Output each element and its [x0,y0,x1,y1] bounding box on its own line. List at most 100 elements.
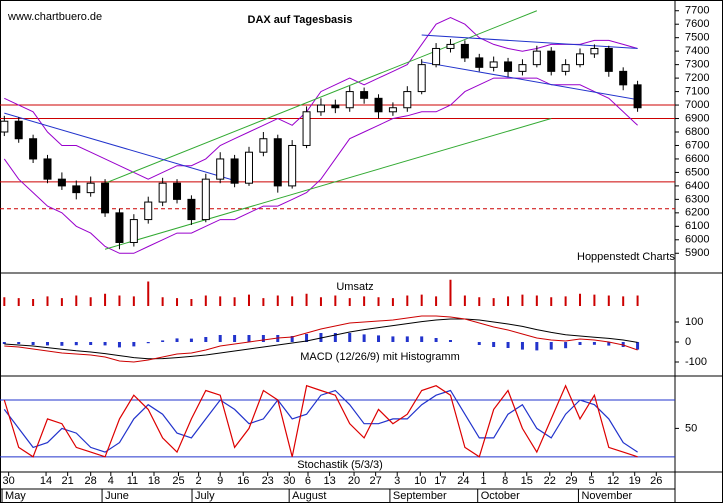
histogram-bar [218,335,222,342]
y-tick-label: 6300 [685,193,709,205]
histogram-bar [420,336,424,342]
candle-body [115,212,124,243]
volume-bar [377,297,380,306]
volume-bar [391,298,394,306]
candle-body [633,84,642,109]
x-tick-label: 27 [370,475,382,487]
histogram-bar [434,338,438,342]
volume-bar [118,295,121,306]
x-tick-label: 16 [237,475,249,487]
volume-bar [75,295,78,306]
candle-body [374,97,383,113]
y-tick-label: 6900 [685,112,709,124]
k-line [3,384,638,458]
histogram-bar [607,342,611,346]
candle-body [187,198,196,221]
volume-bar [276,295,279,306]
x-tick-label: 4 [108,475,114,487]
x-tick-label: 25 [172,475,184,487]
volume-bar [46,296,49,306]
candle-body [590,47,599,55]
x-tick-label: 15 [521,475,533,487]
y-tick-label: -100 [685,356,707,368]
x-tick-label: 3 [394,475,400,487]
histogram-bar [2,342,6,344]
candle-body [446,43,455,49]
y-tick-label: 7300 [685,59,709,71]
x-tick-label: 26 [650,475,662,487]
y-tick-label: 7200 [685,72,709,84]
x-tick-label: 11 [127,475,138,487]
candle-body [504,61,513,72]
histogram-bar [592,342,596,345]
x-tick-label: 22 [544,475,556,487]
y-tick-label: 7600 [685,18,709,30]
histogram-bar [391,336,395,342]
y-tick-label: 6800 [685,126,709,138]
candle-body [532,50,541,66]
month-label: November [581,490,632,502]
y-tick-label: 7400 [685,45,709,57]
histogram-bar [247,335,251,342]
volume-bar [420,294,423,306]
volume-bar [435,296,438,306]
x-tick-label: 21 [62,475,74,487]
volume-bar [535,295,538,306]
volume-bar [319,297,322,306]
candle-body [302,111,311,146]
candle-body [288,144,297,187]
y-tick-label: 6000 [685,234,709,246]
histogram-bar [362,334,366,342]
month-label: May [5,490,26,502]
credit-label: Hoppenstedt Charts [577,251,675,263]
trend-line [421,34,638,49]
histogram-bar [103,342,107,346]
candle-body [72,185,81,194]
trend-line [421,61,638,101]
volume-bar [521,294,524,306]
x-tick-label: 30 [3,475,15,487]
x-tick-label: 24 [457,475,469,487]
candle-body [316,104,325,113]
candle-body [417,64,426,93]
month-label: August [292,490,326,502]
candle-body [345,91,354,109]
histogram-bar [405,336,409,342]
volume-bar [132,296,135,306]
candle-body [230,158,239,184]
histogram-bar [175,338,179,342]
x-tick-label: 9 [217,475,223,487]
y-tick-label: 6500 [685,166,709,178]
volume-bar [463,295,466,306]
y-tick-label: 100 [685,316,703,328]
x-tick-label: 23 [262,475,274,487]
volume-bar [204,295,207,306]
volume-bar [593,294,596,306]
volume-bar [348,298,351,306]
histogram-bar [60,342,64,346]
volume-bar [564,296,567,306]
panel-title: MACD (12/26/9) mit Histogramm [300,351,460,363]
histogram-bar [448,340,452,342]
month-label: July [195,490,215,502]
histogram-bar [290,336,294,342]
volume-bar [478,297,481,306]
x-tick-label: 12 [607,475,619,487]
volume-bar [449,279,452,306]
y-tick-label: 5900 [685,247,709,259]
histogram-bar [506,342,510,348]
histogram-bar [74,342,78,346]
month-label: October [481,490,520,502]
histogram-bar [333,333,337,342]
histogram-bar [89,342,93,345]
candle-body [201,178,210,221]
y-tick-label: 7100 [685,85,709,97]
x-tick-label: 20 [348,475,360,487]
x-tick-label: 18 [148,475,160,487]
volume-bar [3,297,6,306]
histogram-bar [636,342,640,350]
x-tick-label: 8 [502,475,508,487]
